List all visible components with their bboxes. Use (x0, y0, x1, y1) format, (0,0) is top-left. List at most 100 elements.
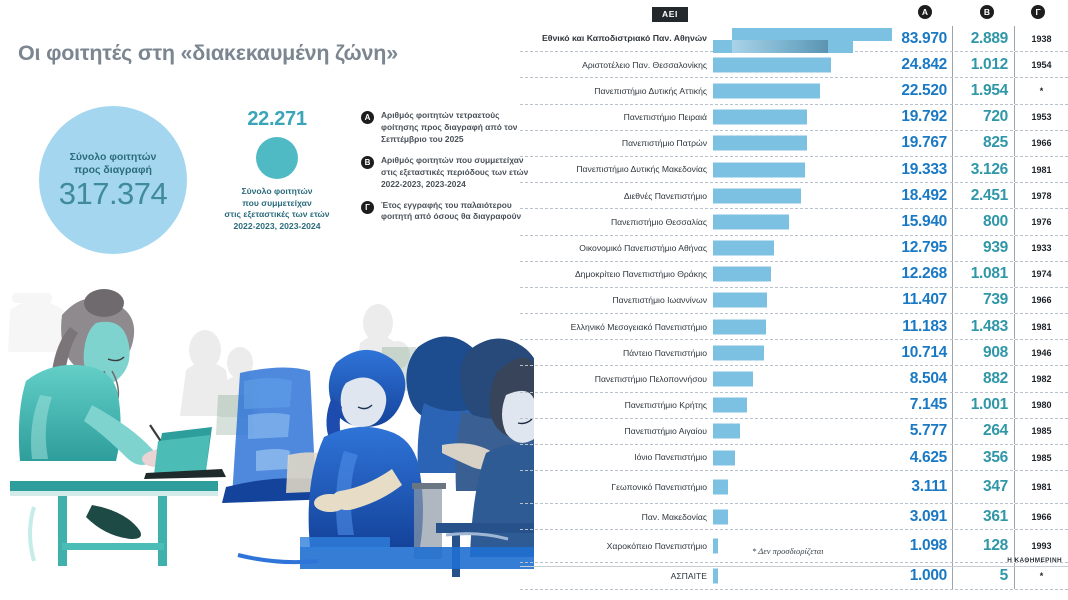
row-label: Διεθνές Πανεπιστήμιο (623, 190, 707, 201)
row-label: Πανεπιστήμιο Δυτικής Αττικής (594, 85, 707, 96)
cell-column-g: 1985 (1014, 418, 1068, 444)
cell-column-a: 19.792 (901, 108, 947, 126)
row-bar-cell (713, 314, 878, 339)
table-row: Πανεπιστήμιο Θεσσαλίας 15.940 800 1976 (520, 209, 1068, 236)
cell-column-g: 1953 (1014, 104, 1068, 130)
table-row: Πανεπιστήμιο Πελοποννήσου 8.504 882 1982 (520, 366, 1068, 393)
cell-column-b: 739 (952, 287, 1014, 314)
row-label: Πανεπιστήμιο Αιγαίου (624, 426, 707, 437)
cell-column-b: 2.889 (952, 26, 1014, 52)
cell-column-g: 1933 (1014, 235, 1068, 261)
cell-column-b: 347 (952, 471, 1014, 504)
table-row: Γεωπονικό Πανεπιστήμιο 3.111 347 1981 (520, 471, 1068, 505)
legend-item-a: A Αριθμός φοιτητών τετραετούς φοίτησης π… (361, 110, 531, 146)
row-bar (713, 397, 747, 413)
table-row: Πάντειο Πανεπιστήμιο 10.714 908 1946 (520, 340, 1068, 367)
cell-column-a: 12.268 (901, 265, 947, 283)
cell-column-g: 1974 (1014, 261, 1068, 287)
row-bar-cell (713, 445, 878, 470)
big-circle-value: 317.374 (58, 176, 168, 212)
table-row: Πανεπιστήμιο Αιγαίου 5.777 264 1985 (520, 418, 1068, 445)
students-illustration-svg (8, 289, 534, 577)
row-bar (713, 57, 831, 73)
data-table: AEI A B Γ Εθνικό και Καποδιστριακό Παν. … (520, 0, 1068, 600)
row-bar (713, 568, 718, 584)
cell-column-b: 1.012 (952, 52, 1014, 78)
row-label: Πανεπιστήμιο Θεσσαλίας (610, 216, 707, 227)
table-row: Ελληνικό Μεσογειακό Πανεπιστήμιο 11.183 1.… (520, 314, 1068, 341)
cell-column-a: 15.940 (901, 212, 947, 230)
big-circle-caption-line1: Σύνολο φοιτητών (69, 150, 157, 163)
row-label: Πανεπιστήμιο Κρήτης (624, 400, 707, 411)
row-label: Εθνικό και Καποδιστριακό Παν. Αθηνών (541, 33, 707, 44)
row-bar-cell (713, 209, 878, 234)
small-circle-caption: Σύνολο φοιτητών που συμμετείχαν στις εξε… (197, 186, 357, 232)
row-bar-cell (713, 471, 878, 503)
column-b-badge-icon: B (980, 5, 994, 19)
cell-column-b: 361 (952, 504, 1014, 530)
cell-column-a: 8.504 (909, 370, 948, 388)
small-circle-caption-line4: 2022-2023, 2023-2024 (233, 220, 321, 231)
row-bar (713, 109, 807, 125)
row-label: Γεωπονικό Πανεπιστήμιο (611, 482, 707, 493)
cell-column-a: 1.098 (909, 537, 948, 555)
row-bar (713, 162, 805, 178)
cell-column-g: * (1014, 78, 1068, 104)
small-circle-value: 22.271 (247, 108, 307, 130)
row-bar-cell (713, 366, 878, 391)
cell-column-g: 1938 (1014, 26, 1068, 52)
cell-column-a: 3.091 (909, 507, 948, 525)
legend-text-a: Αριθμός φοιτητών τετραετούς φοίτησης προ… (381, 110, 518, 144)
cell-column-b: 825 (952, 130, 1014, 156)
cell-column-a: 24.842 (901, 55, 947, 73)
row-bar-cell (713, 26, 892, 53)
cell-column-a: 10.714 (901, 343, 947, 361)
table-row: Οικονομικό Πανεπιστήμιο Αθήνας 12.795 939 1… (520, 235, 1068, 262)
row-bar (713, 319, 767, 335)
row-bar-cell (713, 105, 878, 130)
cell-column-a: 3.111 (911, 478, 947, 496)
table-body: Εθνικό και Καποδιστριακό Παν. Αθηνών 83.9… (520, 26, 1068, 590)
row-bar (713, 423, 741, 439)
row-bar-cell (713, 288, 878, 313)
cell-column-g: 1980 (1014, 392, 1068, 418)
table-row: Χαροκόπειο Πανεπιστήμιο 1.098 128 1993 (520, 530, 1068, 564)
cell-column-g: 1981 (1014, 156, 1068, 183)
row-bar (713, 450, 735, 466)
cell-column-a: 19.767 (901, 134, 947, 152)
legend-text-g: Έτος εγγραφής του παλαιότερου φοιτητή απ… (381, 199, 522, 222)
row-bar (713, 509, 728, 525)
table-row: Πανεπιστήμιο Πειραιά 19.792 720 1953 (520, 104, 1068, 131)
small-circle-caption-line3: στις εξεταστικές των ετών (224, 209, 330, 220)
row-bar-break-shade (732, 40, 828, 53)
cell-column-a: 18.492 (901, 186, 947, 204)
cell-column-a: 1.000 (909, 566, 948, 584)
row-bar-cell (713, 530, 878, 562)
left-panel: Οι φοιτητές στη «διακεκαυμένη ζώνη» Σύνο… (8, 41, 534, 577)
row-bar-cell (713, 78, 878, 103)
row-bar (713, 240, 774, 256)
legend-item-g: Γ Έτος εγγραφής του παλαιότερου φοιτητή … (361, 200, 531, 224)
cell-column-a: 7.145 (909, 396, 948, 414)
legend-item-b: B Αριθμός φοιτητών που συμμετείχαν στις … (361, 155, 531, 191)
row-bar (713, 345, 764, 361)
table-row: Πανεπιστήμιο Ιωαννίνων 11.407 739 1966 (520, 287, 1068, 315)
cell-column-a: 83.970 (901, 29, 947, 47)
cell-column-a: 19.333 (901, 160, 947, 178)
table-row: Πανεπιστήμιο Δυτικής Μακεδονίας 19.333 3.1… (520, 156, 1068, 184)
row-bar-upper (732, 28, 892, 41)
row-label: Αριστοτέλειο Παν. Θεσσαλονίκης (582, 59, 707, 70)
cell-column-a: 22.520 (901, 81, 947, 99)
cell-column-b: 1.001 (952, 392, 1014, 418)
table-row: ΑΣΠΑΙΤΕ 1.000 5 * (520, 563, 1068, 590)
row-label: Χαροκόπειο Πανεπιστήμιο (606, 541, 707, 552)
column-a-badge-icon: A (918, 5, 932, 19)
row-bar-cell (713, 131, 878, 156)
table-row: Πανεπιστήμιο Πατρών 19.767 825 1966 (520, 130, 1068, 157)
row-bar-cell (713, 393, 878, 418)
row-bar (713, 371, 754, 387)
cell-column-g: * (1014, 563, 1068, 589)
cell-column-g: 1978 (1014, 183, 1068, 209)
small-circle-caption-line2: που συμμετείχαν (242, 197, 312, 208)
cell-column-g: 1981 (1014, 471, 1068, 504)
